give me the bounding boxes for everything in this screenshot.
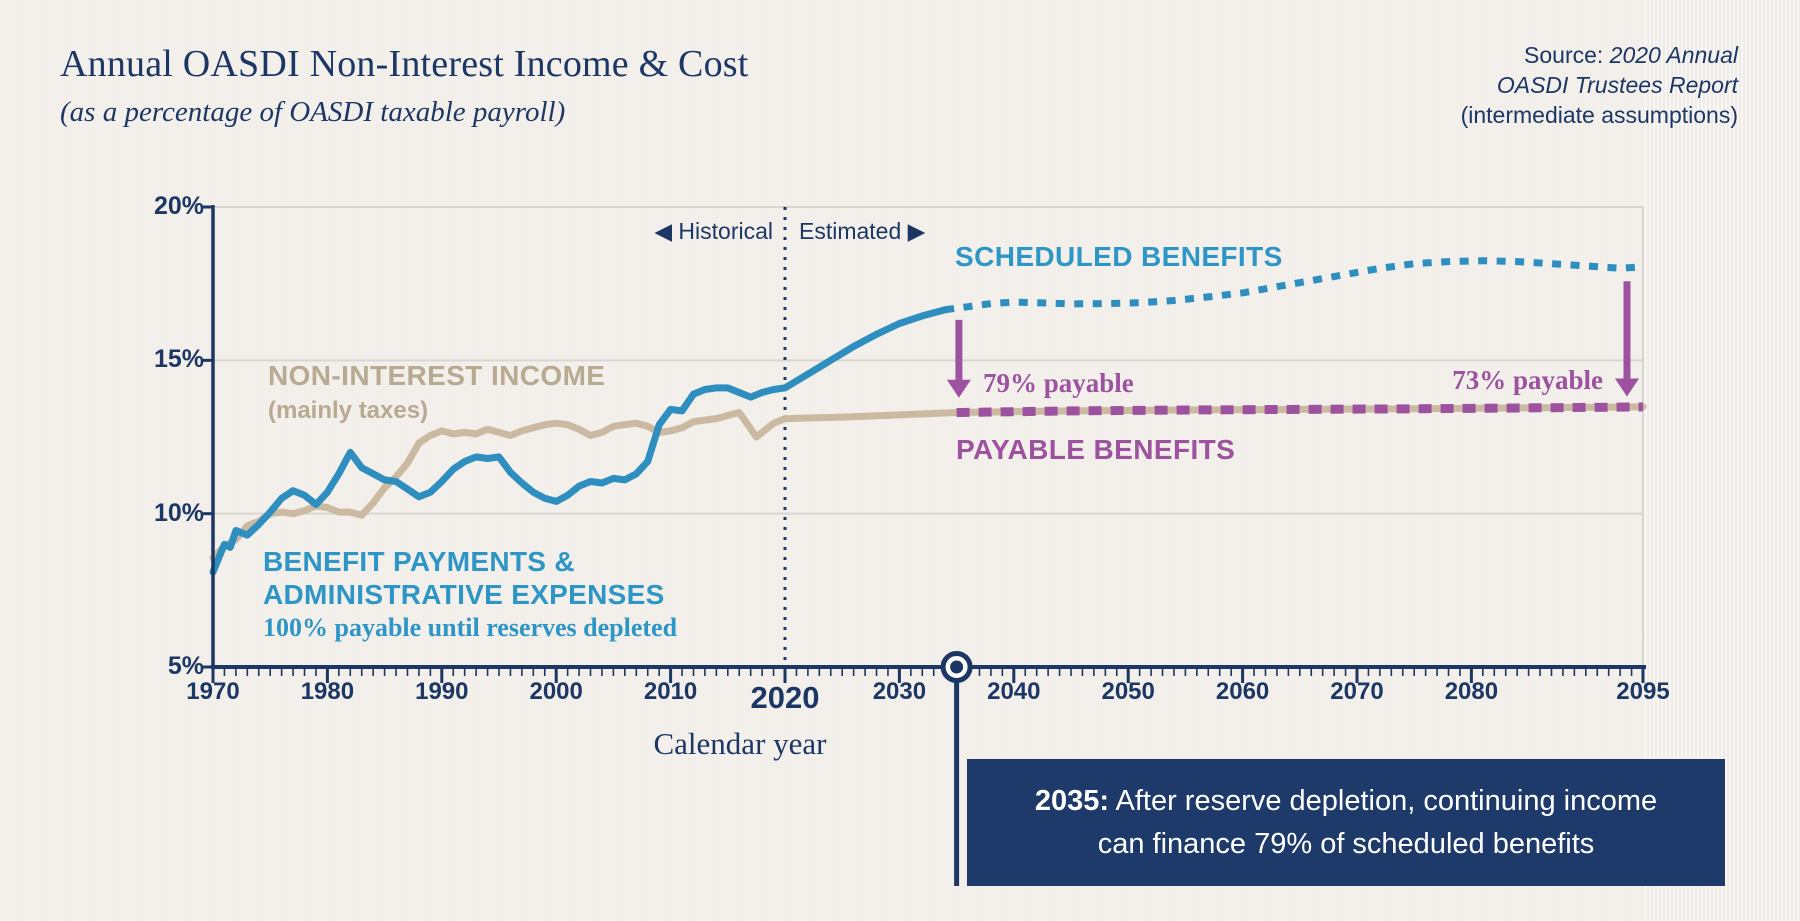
source-assumptions: (intermediate assumptions) bbox=[1460, 102, 1738, 128]
series-label-non-interest-income: NON-INTEREST INCOME bbox=[268, 360, 606, 391]
callout-line1-text: After reserve depletion, continuing inco… bbox=[1109, 784, 1658, 817]
source-report-line1: 2020 Annual bbox=[1609, 42, 1738, 68]
y-tick-label: 20% bbox=[153, 192, 204, 220]
x-axis-title: Calendar year bbox=[653, 726, 827, 761]
divider-label-historical: ◀ Historical bbox=[654, 218, 773, 244]
series-line-1 bbox=[209, 306, 949, 576]
series-line-0 bbox=[209, 403, 1647, 562]
series-label-benefit-payments-line1: BENEFIT PAYMENTS & bbox=[263, 546, 575, 577]
page-subtitle: (as a percentage of OASDI taxable payrol… bbox=[60, 96, 566, 128]
callout-year: 2035: bbox=[1034, 784, 1110, 817]
x-tick-label: 1980 bbox=[300, 678, 355, 705]
series-label-benefit-payments-line2: ADMINISTRATIVE EXPENSES bbox=[263, 579, 665, 610]
x-tick-label: 1970 bbox=[186, 678, 240, 705]
y-tick-label: 10% bbox=[153, 498, 204, 527]
source-prefix: Source: bbox=[1524, 42, 1610, 68]
payable-arrow-head bbox=[946, 379, 971, 398]
x-tick-label: 1990 bbox=[415, 678, 469, 705]
annotation-73-payable: 73% payable bbox=[1452, 365, 1603, 395]
series-label-scheduled-benefits: SCHEDULED BENEFITS bbox=[955, 241, 1283, 272]
source-note: Source: 2020 Annual OASDI Trustees Repor… bbox=[1461, 40, 1738, 130]
x-tick-label: 2010 bbox=[643, 678, 698, 705]
x-tick-label: 2020 bbox=[750, 680, 820, 715]
source-report-line2: OASDI Trustees Report bbox=[1496, 72, 1738, 98]
x-tick-label: 2060 bbox=[1215, 678, 1270, 705]
series-label-payable-benefits: PAYABLE BENEFITS bbox=[956, 434, 1236, 465]
x-tick-label: 2040 bbox=[987, 678, 1041, 705]
y-tick-label: 5% bbox=[167, 652, 204, 680]
x-tick-label: 2050 bbox=[1101, 678, 1155, 705]
payable-arrow-head bbox=[1614, 378, 1639, 397]
series-line-2 bbox=[944, 257, 1644, 314]
callout-line1: 2035: After reserve depletion, continuin… bbox=[967, 780, 1725, 823]
callout-line2: can finance 79% of scheduled benefits bbox=[1097, 827, 1595, 860]
x-tick-label: 2000 bbox=[529, 678, 583, 705]
y-tick-label: 15% bbox=[153, 345, 204, 374]
series-sublabel-mainly-taxes: (mainly taxes) bbox=[268, 397, 429, 424]
series-line-3 bbox=[956, 402, 1644, 417]
x-tick-label: 2080 bbox=[1444, 678, 1499, 705]
x-tick-label: 2030 bbox=[872, 678, 927, 705]
series-label-benefit-payments: BENEFIT PAYMENTS & ADMINISTRATIVE EXPENS… bbox=[263, 545, 665, 611]
page-title: Annual OASDI Non-Interest Income & Cost bbox=[60, 43, 749, 85]
depletion-callout: 2035: After reserve depletion, continuin… bbox=[967, 759, 1725, 886]
depletion-marker-dot bbox=[950, 660, 964, 674]
series-sublabel-100-payable: 100% payable until reserves depleted bbox=[263, 613, 678, 642]
x-tick-label: 2070 bbox=[1330, 678, 1384, 705]
divider-label-estimated: Estimated ▶ bbox=[799, 218, 926, 244]
annotation-79-payable: 79% payable bbox=[983, 368, 1134, 398]
x-tick-label: 2095 bbox=[1616, 678, 1670, 705]
